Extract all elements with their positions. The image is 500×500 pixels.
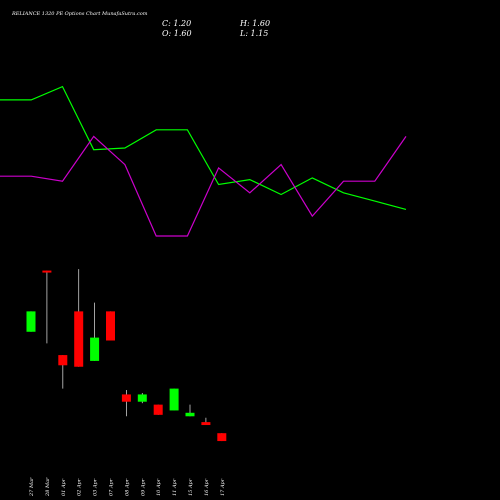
x-tick-label: 08 Apr: [124, 478, 130, 496]
indicator-line-1: [0, 85, 407, 210]
x-tick-label: 10 Apr: [156, 478, 162, 496]
candle-09-apr: [137, 392, 147, 404]
candle-02-apr: [74, 269, 84, 367]
x-tick-label: 09 Apr: [140, 478, 146, 496]
candle-body: [185, 412, 195, 417]
candle-body: [137, 394, 147, 402]
candle-15-apr: [185, 404, 195, 417]
candle-body: [121, 394, 131, 402]
high-value: H: 1.60: [240, 19, 271, 28]
open-value: O: 1.60: [162, 29, 192, 38]
low-value: L: 1.15: [240, 29, 269, 38]
candle-body: [26, 311, 36, 332]
x-tick-label: 03 Apr: [93, 478, 99, 496]
candle-body: [90, 337, 100, 361]
candle-body: [58, 355, 68, 366]
candle-body: [106, 311, 115, 341]
candle-07-apr: [106, 311, 115, 341]
candle-10-apr: [153, 404, 163, 415]
candle-body: [153, 404, 163, 415]
candle-11-apr: [169, 388, 179, 411]
x-axis-labels: 27 Mar 28 Mar 01 Apr 02 Apr 03 Apr 07 Apr 08 A…: [29, 477, 226, 497]
x-tick-label: 17 Apr: [220, 478, 226, 496]
candle-27-mar: [26, 311, 36, 332]
x-tick-label: 01 Apr: [61, 478, 67, 496]
x-tick-label: 28 Mar: [45, 477, 51, 497]
x-tick-label: 27 Mar: [29, 477, 35, 497]
candle-16-apr: [201, 417, 211, 426]
x-tick-label: 11 Apr: [172, 478, 178, 496]
candle-body: [201, 422, 211, 426]
candle-body: [169, 388, 179, 411]
candle-03-apr: [90, 302, 100, 361]
candle-body: [74, 311, 84, 367]
x-tick-label: 07 Apr: [109, 478, 115, 496]
candle-body: [42, 270, 52, 273]
x-tick-label: 02 Apr: [77, 478, 83, 496]
candle-01-apr: [58, 355, 68, 389]
candlesticks: [26, 269, 227, 442]
candle-08-apr: [121, 390, 131, 417]
candle-28-mar: [42, 270, 52, 344]
indicator-lines: [0, 85, 407, 237]
chart-title: RELIANCE 1320 PE Options Chart MunafaSut…: [12, 11, 148, 17]
indicator-line-2: [0, 135, 407, 237]
x-tick-label: 15 Apr: [188, 478, 194, 496]
candle-17-apr: [217, 433, 227, 442]
candle-body: [217, 433, 227, 442]
x-tick-label: 16 Apr: [204, 478, 210, 496]
close-value: C: 1.20: [162, 19, 192, 28]
